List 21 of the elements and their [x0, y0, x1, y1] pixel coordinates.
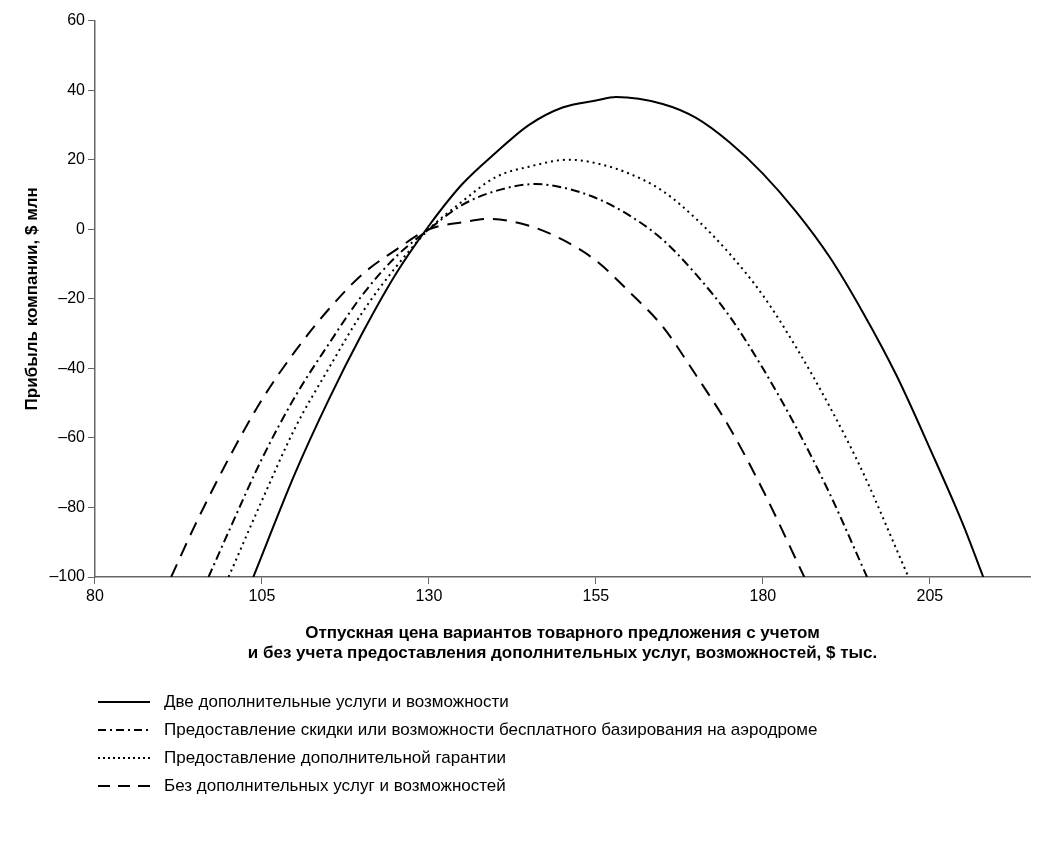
y-tick-label: 40: [67, 80, 86, 98]
y-tick-label: 60: [67, 11, 86, 29]
y-tick-label: –80: [58, 497, 86, 515]
legend-label: Предоставление скидки или возможности бесплатного базирования на аэродроме: [164, 720, 818, 740]
x-tick-label: 130: [415, 587, 443, 605]
y-tick-label: –100: [49, 567, 86, 585]
y-axis-title: Прибыль компании, $ млн: [21, 187, 41, 411]
legend-label: Две дополнительные услуги и возможности: [164, 692, 509, 712]
x-tick-label: 80: [86, 587, 104, 605]
x-tick-label: 180: [749, 587, 777, 605]
y-tick-label: –60: [58, 428, 86, 446]
x-axis-title: Отпускная цена вариантов товарного предложения с учетом и без учета предоставления дополнительных услуг, возможностей, $ тыс.: [247, 623, 878, 663]
y-tick-label: –40: [58, 358, 86, 376]
legend-label: Предоставление дополнительной гарантии: [164, 748, 506, 768]
y-tick-label: 0: [76, 219, 86, 237]
y-tick-label: –20: [58, 289, 86, 307]
legend-label: Без дополнительных услуг и возможностей: [164, 776, 506, 796]
y-tick-label: 20: [67, 150, 86, 168]
x-tick-label: 105: [248, 587, 276, 605]
x-tick-label: 155: [582, 587, 610, 605]
x-tick-label: 205: [916, 587, 944, 605]
